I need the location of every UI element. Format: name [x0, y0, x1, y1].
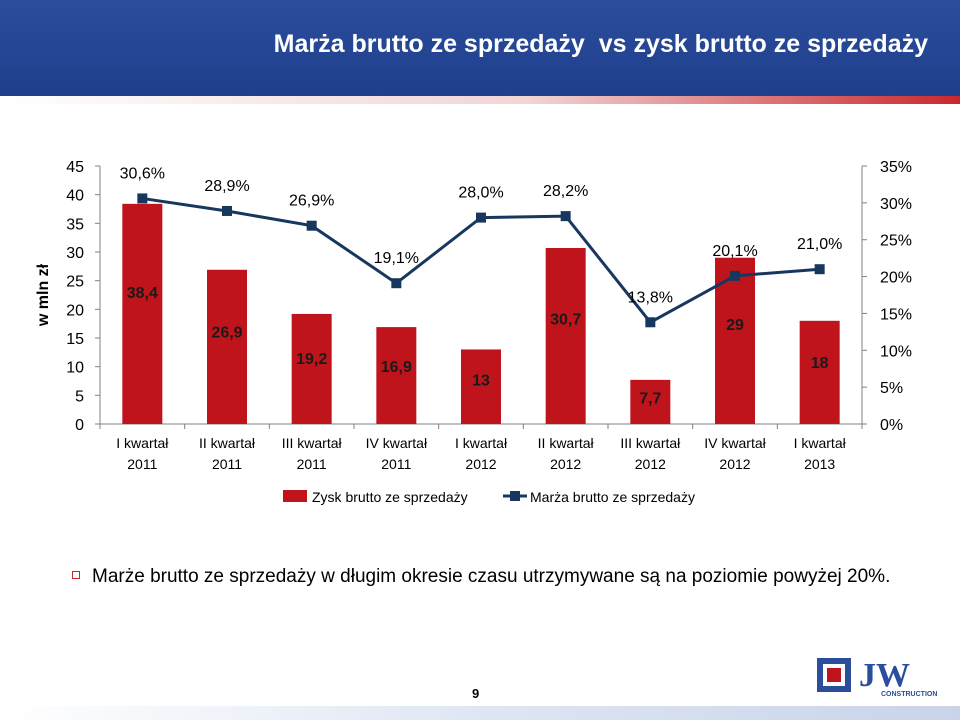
line-data-label: 26,9%: [289, 193, 334, 210]
bar-zysk-brutto: [291, 313, 332, 424]
x-tick-label-year: 2012: [719, 456, 750, 472]
bar-zysk-brutto: [715, 257, 755, 424]
bullet-point: Marże brutto ze sprzedaży w długim okres…: [72, 566, 932, 588]
line-point-marker: [645, 317, 656, 328]
bar-data-label: 29: [726, 317, 744, 334]
bullet-square-icon: [72, 570, 80, 579]
bar-data-label: 19,2: [296, 351, 327, 368]
line-data-label: 20,1%: [712, 243, 757, 260]
left-tick-label: 40: [66, 188, 84, 205]
x-tick-label-quarter: IV kwartał: [704, 435, 766, 451]
right-tick-label: 15%: [880, 306, 912, 323]
line-point-marker: [306, 220, 317, 231]
left-tick-label: 0: [75, 417, 84, 434]
bullet-text: Marże brutto ze sprzedaży w długim okres…: [92, 566, 891, 587]
jw-construction-logo: JW CONSTRUCTION: [817, 657, 937, 698]
right-tick-label: 25%: [880, 233, 912, 250]
line-data-label: 28,9%: [204, 178, 249, 195]
line-point-marker: [730, 270, 740, 281]
title-bar: Marża brutto ze sprzedaży vs zysk brutto…: [0, 0, 960, 96]
bar-zysk-brutto: [122, 203, 163, 424]
line-point-marker: [222, 205, 232, 216]
y-axis-label: w mln zł: [35, 263, 52, 327]
line-point-marker: [814, 264, 825, 275]
x-tick-label-quarter: I kwartał: [794, 435, 847, 451]
left-tick-label: 20: [66, 302, 84, 319]
left-tick-label: 30: [66, 245, 84, 262]
bar-data-label: 18: [811, 355, 829, 372]
bar-data-label: 30,7: [550, 311, 581, 328]
x-tick-label-quarter: II kwartał: [199, 435, 256, 451]
page-number: 9: [472, 686, 480, 701]
left-tick-label: 10: [66, 360, 84, 377]
bar-data-label: 38,4: [127, 285, 158, 302]
line-point-marker: [137, 193, 148, 204]
line-data-label: 19,1%: [374, 250, 419, 267]
bar-data-label: 26,9: [211, 324, 242, 341]
logo-subtext: CONSTRUCTION: [881, 691, 937, 698]
line-data-label: 28,2%: [543, 183, 588, 200]
combo-chart: w mln zł 0 5 10 15 20 25 30 35 40 45 0% 5% 10% 15% 20% 2…: [35, 159, 912, 505]
right-tick-label: 5%: [880, 380, 903, 397]
right-tick-label: 0%: [880, 417, 903, 434]
x-tick-label-year: 2013: [804, 456, 835, 472]
bar-data-label: 16,9: [381, 359, 412, 376]
bar-zysk-brutto: [545, 247, 586, 424]
x-tick-label-quarter: II kwartał: [538, 435, 595, 451]
x-tick-label-quarter: I kwartał: [116, 435, 169, 451]
legend-swatch-marker: [510, 491, 520, 501]
left-tick-label: 25: [66, 274, 84, 291]
line-data-label: 28,0%: [458, 185, 503, 202]
legend-label-zysk: Zysk brutto ze sprzedaży: [312, 489, 468, 505]
bar-zysk-brutto: [630, 379, 671, 424]
line-data-label: 21,0%: [797, 236, 842, 253]
logo-text: JW: [859, 657, 910, 694]
bar-data-label: 7,7: [639, 391, 661, 408]
right-tick-label: 20%: [880, 270, 912, 287]
bar-data-label: 13: [472, 372, 490, 389]
right-tick-label: 35%: [880, 159, 912, 176]
footer-strip: [0, 706, 960, 720]
header-accent-strip: [0, 96, 960, 104]
left-tick-label: 5: [75, 388, 84, 405]
x-tick-label-quarter: IV kwartał: [366, 435, 428, 451]
x-tick-label-quarter: III kwartał: [282, 435, 343, 451]
line-point-marker: [560, 211, 571, 222]
x-tick-label-year: 2011: [127, 456, 157, 472]
left-tick-label: 35: [66, 216, 84, 233]
x-tick-label-quarter: III kwartał: [620, 435, 681, 451]
left-tick-label: 15: [66, 331, 84, 348]
x-tick-label-year: 2012: [465, 456, 496, 472]
legend-swatch-bar: [283, 490, 307, 502]
line-point-marker: [391, 278, 402, 289]
x-tick-label-quarter: I kwartał: [455, 435, 508, 451]
bar-zysk-brutto: [461, 349, 501, 424]
right-tick-label: 10%: [880, 343, 912, 360]
x-tick-label-year: 2012: [550, 456, 581, 472]
bar-zysk-brutto: [799, 320, 840, 424]
bar-zysk-brutto: [376, 327, 417, 424]
x-tick-label-year: 2011: [297, 456, 327, 472]
x-tick-label-year: 2012: [635, 456, 666, 472]
line-data-label: 30,6%: [120, 165, 165, 182]
x-tick-label-year: 2011: [381, 456, 411, 472]
legend-label-marza: Marża brutto ze sprzedaży: [530, 489, 695, 505]
left-tick-label: 45: [66, 159, 84, 176]
logo-square-core: [827, 668, 841, 682]
bar-zysk-brutto: [207, 269, 247, 424]
page-title: Marża brutto ze sprzedaży vs zysk brutto…: [273, 30, 928, 58]
line-data-label: 13,8%: [628, 289, 673, 306]
x-tick-label-year: 2011: [212, 456, 242, 472]
right-tick-label: 30%: [880, 196, 912, 213]
line-point-marker: [476, 212, 486, 223]
